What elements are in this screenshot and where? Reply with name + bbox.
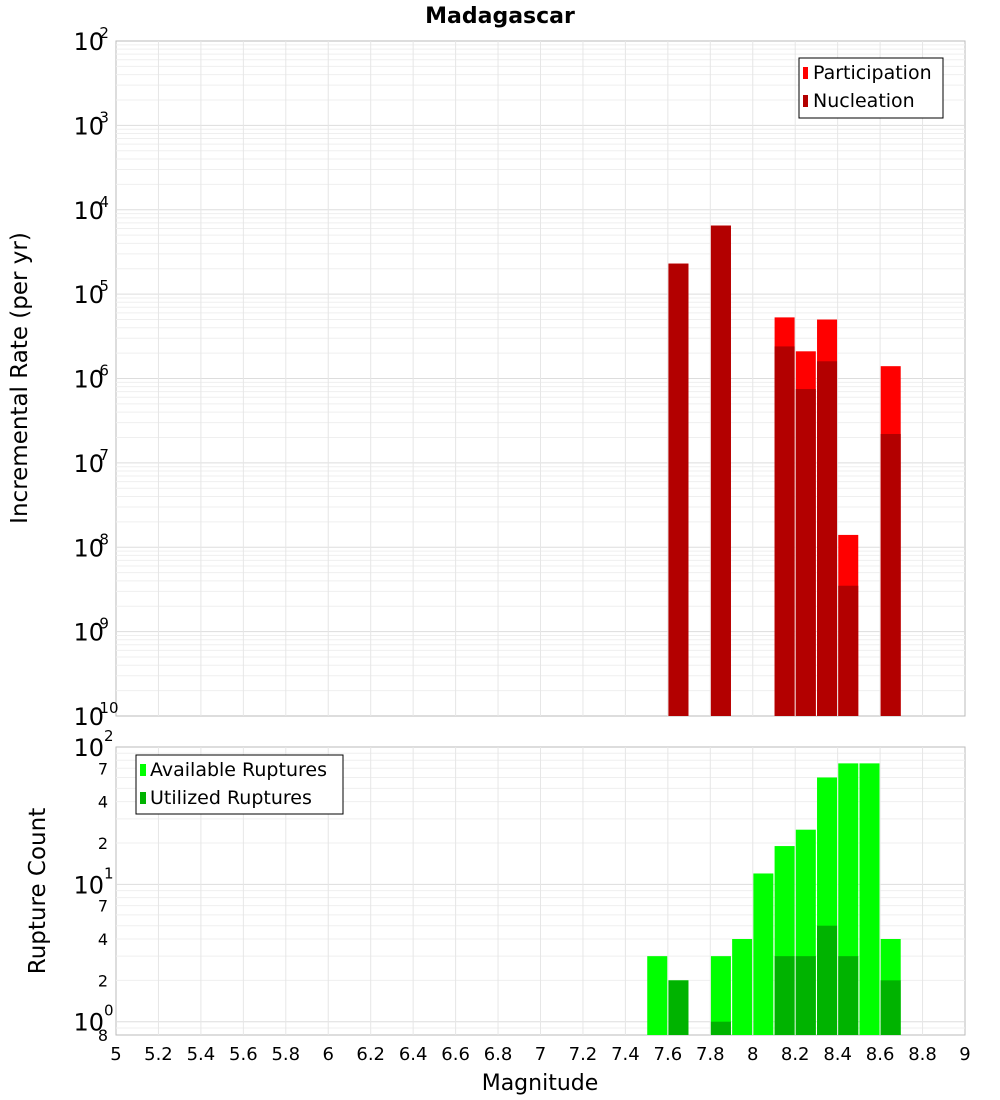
bar-nucleation: [838, 585, 859, 716]
bar-available-ruptures: [732, 939, 753, 1035]
x-tick-label: 9: [959, 1044, 970, 1065]
rate-y-tick-exponent: -6: [94, 362, 109, 380]
x-tick-label: 6.6: [441, 1044, 470, 1065]
rate-y-tick-label: 10: [73, 534, 104, 562]
bar-available-ruptures: [710, 956, 731, 1035]
count-y-tick-label: 10: [73, 1009, 104, 1037]
rate-y-tick-exponent: -10: [94, 699, 119, 717]
count-y-axis-label: Rupture Count: [25, 808, 51, 974]
count-minor-tick-label: 2: [98, 834, 108, 853]
x-tick-label: 8.4: [823, 1044, 852, 1065]
rate-y-tick-exponent: -4: [94, 193, 109, 211]
legend-available-label: Available Ruptures: [150, 759, 327, 781]
bar-available-ruptures: [753, 873, 774, 1035]
bar-nucleation: [710, 225, 731, 716]
chart-title: Madagascar: [425, 4, 575, 29]
count-minor-tick-label: 8: [98, 1026, 108, 1045]
bar-utilized-ruptures: [795, 956, 816, 1035]
x-tick-label: 7.6: [654, 1044, 683, 1065]
bar-utilized-ruptures: [774, 956, 795, 1035]
rate-legend-box: [798, 57, 944, 119]
x-tick-label: 5.6: [229, 1044, 258, 1065]
x-tick-label: 8.6: [866, 1044, 895, 1065]
rate-y-tick-label: 10: [73, 619, 104, 647]
count-y-tick-label: 10: [73, 734, 104, 762]
rate-y-tick-label: 10: [73, 281, 104, 309]
bar-nucleation: [774, 346, 795, 716]
bar-nucleation: [795, 389, 816, 716]
legend-participation-swatch: [803, 67, 808, 79]
rate-legend: Participation Nucleation: [798, 57, 944, 119]
x-tick-label: 7.2: [569, 1044, 598, 1065]
x-tick-label: 7: [535, 1044, 546, 1065]
count-bars: [647, 763, 901, 1035]
rate-y-tick-label: 10: [73, 197, 104, 225]
x-tick-label: 8.2: [781, 1044, 810, 1065]
bar-utilized-ruptures: [668, 980, 689, 1035]
count-legend: Available Ruptures Utilized Ruptures: [135, 754, 344, 815]
legend-utilized-label: Utilized Ruptures: [150, 787, 312, 809]
count-minor-tick-label: 7: [98, 897, 108, 916]
rate-y-tick-exponent: -7: [94, 446, 109, 464]
rate-y-axis-label: Incremental Rate (per yr): [7, 232, 33, 524]
legend-nucleation-swatch: [803, 95, 808, 107]
x-tick-label: 8.8: [908, 1044, 937, 1065]
bar-nucleation: [668, 263, 689, 716]
count-minor-tick-label: 2: [98, 971, 108, 990]
x-tick-label: 5.8: [271, 1044, 300, 1065]
rate-bars: [668, 225, 901, 716]
rate-y-tick-label: 10: [73, 28, 104, 56]
rate-y-tick-label: 10: [73, 112, 104, 140]
x-tick-label: 5.4: [187, 1044, 216, 1065]
count-minor-tick-label: 7: [98, 759, 108, 778]
legend-participation-label: Participation: [813, 62, 932, 84]
x-tick-label: 5: [110, 1044, 121, 1065]
legend-available-swatch: [140, 764, 146, 776]
x-tick-label: 6.8: [484, 1044, 513, 1065]
rate-y-tick-exponent: -5: [94, 277, 109, 295]
count-y-tick-exponent: 2: [104, 727, 114, 745]
x-tick-label: 8: [747, 1044, 758, 1065]
count-minor-tick-label: 4: [98, 930, 108, 949]
rate-y-tick-exponent: -9: [94, 615, 109, 633]
legend-utilized-swatch: [140, 792, 146, 804]
legend-nucleation-label: Nucleation: [813, 90, 915, 112]
x-tick-label: 7.4: [611, 1044, 640, 1065]
bar-utilized-ruptures: [710, 1021, 731, 1035]
x-tick-labels: 5 5.2 5.4 5.6 5.8 6 6.2 6.4 6.6 6.8 7 7.2 7.4 7.6 7.8 8…: [110, 1044, 970, 1065]
x-tick-label: 5.2: [144, 1044, 173, 1065]
bar-available-ruptures: [859, 763, 880, 1035]
x-tick-label: 7.8: [696, 1044, 725, 1065]
count-y-tick-label: 10: [73, 871, 104, 899]
x-tick-label: 6: [323, 1044, 334, 1065]
x-axis-label: Magnitude: [482, 1071, 599, 1096]
rate-y-tick-label: 10: [73, 366, 104, 394]
bar-nucleation: [817, 361, 838, 716]
bar-utilized-ruptures: [817, 925, 838, 1035]
count-y-tick-exponent: 0: [104, 1002, 114, 1020]
count-legend-box: [135, 754, 344, 815]
bar-available-ruptures: [647, 956, 668, 1035]
bar-nucleation: [880, 433, 901, 716]
rate-y-tick-exponent: -8: [94, 530, 109, 548]
x-tick-label: 6.2: [356, 1044, 385, 1065]
rate-gridlines: [116, 41, 965, 716]
count-y-tick-exponent: 1: [104, 864, 114, 882]
rate-y-tick-label: 10: [73, 703, 104, 731]
bar-utilized-ruptures: [838, 956, 859, 1035]
bar-utilized-ruptures: [880, 980, 901, 1035]
rate-y-tick-exponent: -2: [94, 24, 109, 42]
count-minor-tick-label: 4: [98, 793, 108, 812]
rate-y-tick-label: 10: [73, 450, 104, 478]
rate-y-tick-exponent: -3: [94, 108, 109, 126]
x-tick-label: 6.4: [399, 1044, 428, 1065]
